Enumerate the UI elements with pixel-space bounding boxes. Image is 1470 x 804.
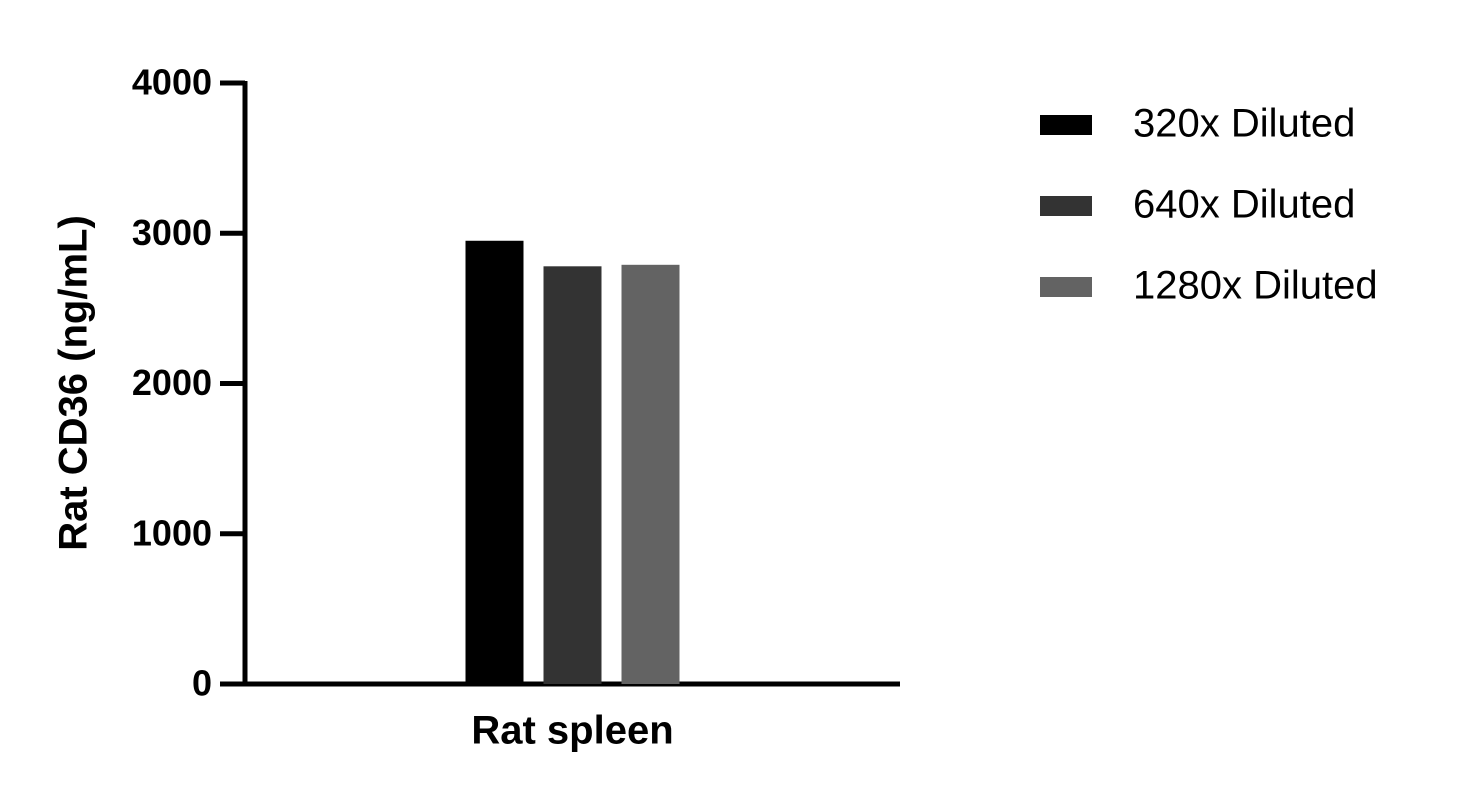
x-tick-label: Rat spleen: [471, 709, 673, 753]
legend-label: 640x Diluted: [1133, 183, 1355, 227]
bar: [621, 264, 680, 684]
legend-swatch: [1040, 115, 1092, 135]
legend-swatch: [1040, 196, 1092, 216]
y-axis-label: Rat CD36 (ng/mL): [52, 215, 96, 551]
legend-swatch: [1040, 277, 1092, 297]
bar: [543, 266, 602, 684]
bar: [465, 240, 524, 684]
y-tick-label: 3000: [132, 212, 212, 253]
y-tick-label: 4000: [132, 62, 212, 103]
legend-label: 320x Diluted: [1133, 102, 1355, 146]
y-tick-label: 0: [192, 663, 212, 704]
legend-label: 1280x Diluted: [1133, 264, 1378, 308]
y-tick-label: 2000: [132, 362, 212, 403]
y-tick-label: 1000: [132, 512, 212, 553]
